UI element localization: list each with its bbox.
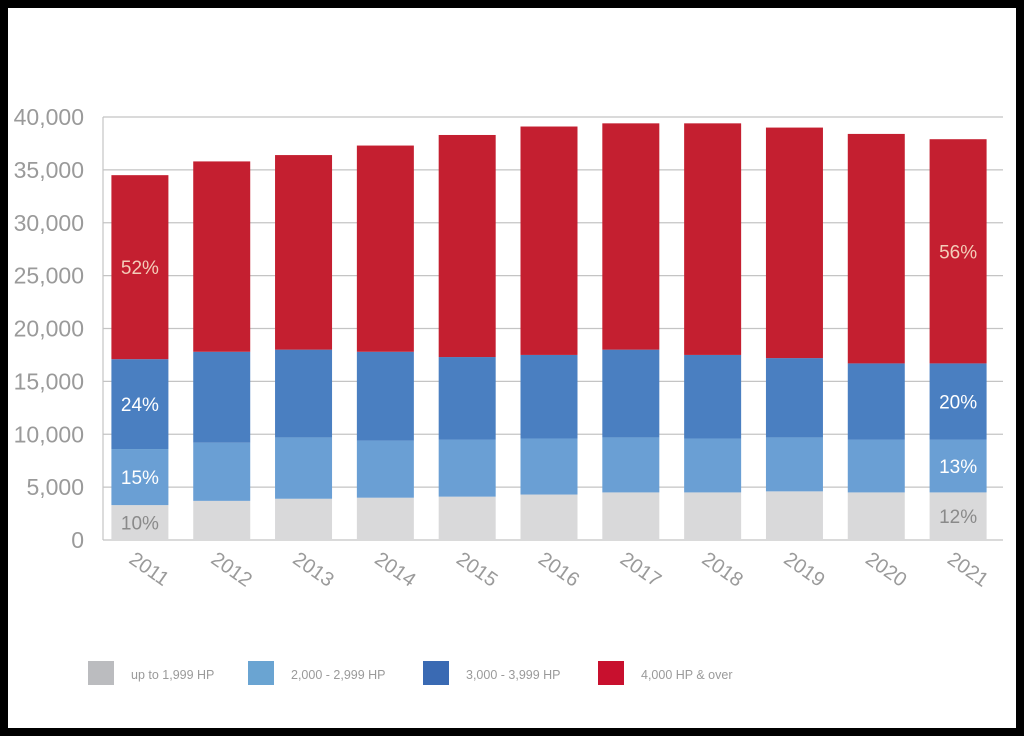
bar-segment (520, 494, 578, 540)
bar-segment (684, 438, 742, 493)
bar-segment (929, 439, 987, 493)
legend-swatch (423, 661, 449, 685)
legend-label: up to 1,999 HP (131, 668, 214, 682)
bar-segment (847, 363, 905, 440)
legend-swatch (598, 661, 624, 685)
data-label: 20% (939, 392, 977, 413)
bars (111, 123, 987, 540)
y-tick-label: 20,000 (14, 316, 84, 342)
bar-segment (111, 175, 169, 360)
legend: up to 1,999 HP 2,000 - 2,999 HP 3,000 - 3,… (88, 661, 733, 685)
bar-segment (602, 349, 660, 438)
y-tick-label: 35,000 (14, 157, 84, 183)
legend-label: 3,000 - 3,999 HP (466, 668, 561, 682)
bar-segment (602, 437, 660, 493)
bar-segment (520, 354, 578, 439)
bar-segment (275, 437, 333, 499)
y-tick-label: 30,000 (14, 210, 84, 236)
bar-segment (356, 145, 414, 352)
bar-segment (111, 505, 169, 540)
bar-segment (765, 127, 823, 359)
legend-swatch (248, 661, 274, 685)
bar-segment (438, 134, 496, 358)
data-labels: 10% 15% 24% 52% 12% 13% 20% 56% (121, 242, 977, 534)
data-label: 12% (939, 507, 977, 528)
y-tick-label: 0 (71, 527, 84, 553)
bar-segment (765, 437, 823, 492)
bar-segment (520, 126, 578, 355)
data-label: 13% (939, 457, 977, 478)
bar-segment (765, 491, 823, 540)
y-tick-label: 25,000 (14, 263, 84, 289)
y-tick-label: 40,000 (14, 104, 84, 130)
bar-segment (602, 123, 660, 350)
y-tick-label: 10,000 (14, 421, 84, 447)
bar-segment (684, 354, 742, 439)
legend-swatch (88, 661, 114, 685)
bar-segment (193, 500, 251, 540)
bar-segment (602, 492, 660, 540)
data-label: 52% (121, 258, 159, 279)
bar-segment (193, 351, 251, 443)
bar-segment (275, 155, 333, 350)
y-tick-label: 15,000 (14, 368, 84, 394)
bar-segment (356, 440, 414, 498)
bar-segment (438, 439, 496, 497)
bar-segment (438, 496, 496, 540)
bar-segment (847, 133, 905, 364)
bar-segment (765, 358, 823, 438)
data-label: 10% (121, 514, 159, 535)
data-label: 56% (939, 242, 977, 263)
bar-segment (929, 139, 987, 364)
bar-segment (193, 442, 251, 501)
bar-segment (847, 439, 905, 493)
data-label: 24% (121, 395, 159, 416)
y-tick-label: 5,000 (26, 474, 84, 500)
bar-segment (275, 498, 333, 540)
bar-segment (111, 449, 169, 506)
bar-segment (847, 492, 905, 540)
bar-segment (275, 349, 333, 438)
bar-segment (520, 438, 578, 495)
bar-segment (929, 492, 987, 540)
bar-segment (111, 359, 169, 450)
bar-segment (438, 357, 496, 440)
data-label: 15% (121, 468, 159, 489)
y-axis-ticks: 0 5,000 10,000 15,000 20,000 25,000 30,000 35,0… (14, 104, 84, 553)
bar-segment (684, 123, 742, 355)
bar-segment (356, 497, 414, 540)
bar-segment (929, 363, 987, 440)
bar-segment (356, 351, 414, 441)
bar-segment (684, 492, 742, 540)
legend-label: 2,000 - 2,999 HP (291, 668, 386, 682)
legend-label: 4,000 HP & over (641, 668, 733, 682)
bar-segment (193, 161, 251, 352)
